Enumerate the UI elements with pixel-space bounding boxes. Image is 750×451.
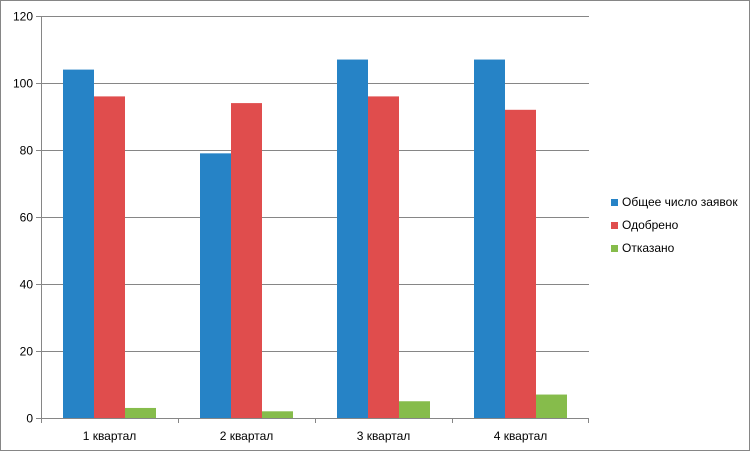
bar <box>536 394 567 418</box>
x-tick-label: 2 квартал <box>220 429 274 443</box>
legend-swatch <box>611 245 618 252</box>
bar <box>200 153 231 418</box>
bar <box>125 407 156 418</box>
bar <box>505 109 536 419</box>
y-tick-label: 0 <box>26 412 33 426</box>
x-tick-label: 3 квартал <box>357 429 411 443</box>
legend-swatch <box>611 222 618 229</box>
bar <box>337 59 368 419</box>
bars <box>63 59 567 419</box>
bar <box>399 401 430 418</box>
legend-label: Общее число заявок <box>622 195 738 209</box>
bar <box>63 69 94 418</box>
y-tick-label: 60 <box>20 211 34 225</box>
bar <box>94 96 125 419</box>
y-tick-label: 80 <box>20 144 34 158</box>
legend: Общее число заявок Одобрено Отказано <box>611 195 738 255</box>
bar <box>231 103 262 418</box>
y-tick-label: 100 <box>13 77 33 91</box>
y-tick-label: 20 <box>20 345 34 359</box>
bar <box>262 411 293 418</box>
bar <box>368 96 399 419</box>
legend-label: Отказано <box>622 241 675 255</box>
axes <box>36 16 589 423</box>
legend-swatch <box>611 199 618 206</box>
x-tick-labels: 1 квартал 2 квартал 3 квартал 4 квартал <box>83 429 548 443</box>
y-tick-label: 40 <box>20 278 34 292</box>
y-tick-labels: 0 20 40 60 80 100 120 <box>13 10 33 426</box>
x-tick-label: 1 квартал <box>83 429 137 443</box>
bar <box>474 59 505 419</box>
y-tick-label: 120 <box>13 10 33 24</box>
legend-label: Одобрено <box>622 218 679 232</box>
x-tick-label: 4 квартал <box>494 429 548 443</box>
